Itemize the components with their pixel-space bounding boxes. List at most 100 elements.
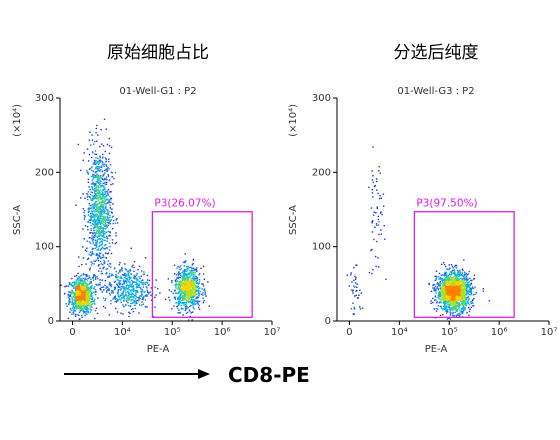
data-point xyxy=(432,297,434,300)
data-point xyxy=(454,281,456,283)
data-point xyxy=(185,284,187,287)
data-point xyxy=(192,274,194,277)
data-point xyxy=(94,193,97,195)
data-point xyxy=(86,226,89,228)
data-point xyxy=(183,271,185,273)
data-point xyxy=(440,286,443,289)
data-point xyxy=(128,289,130,291)
data-point xyxy=(446,305,448,307)
data-point xyxy=(139,295,141,297)
data-point xyxy=(180,302,182,304)
data-point xyxy=(138,298,140,300)
data-point xyxy=(77,314,79,316)
data-point xyxy=(185,296,187,299)
data-point xyxy=(87,208,90,210)
data-point xyxy=(443,279,445,281)
data-point xyxy=(461,274,463,276)
gate-p3[interactable] xyxy=(151,211,253,318)
data-point xyxy=(75,204,77,206)
data-point xyxy=(107,219,109,222)
data-point xyxy=(135,292,137,294)
data-point xyxy=(99,222,102,224)
data-point xyxy=(129,277,131,280)
data-point xyxy=(444,299,447,301)
data-point xyxy=(85,304,87,307)
data-point xyxy=(450,295,453,297)
data-point xyxy=(92,227,95,229)
data-point xyxy=(79,297,81,299)
data-point xyxy=(105,212,107,215)
data-point xyxy=(373,185,376,188)
data-point xyxy=(99,288,102,291)
data-point xyxy=(72,287,75,289)
data-point xyxy=(97,211,99,214)
data-point xyxy=(97,270,100,272)
data-point xyxy=(109,199,112,201)
data-point xyxy=(99,214,102,217)
data-point xyxy=(95,232,97,235)
data-point xyxy=(458,308,460,310)
data-point xyxy=(77,143,80,146)
data-point xyxy=(447,275,449,277)
data-point xyxy=(192,296,195,298)
data-point xyxy=(110,171,113,174)
data-point xyxy=(83,152,85,154)
data-point xyxy=(144,290,146,293)
data-point xyxy=(112,292,114,294)
data-point xyxy=(449,275,452,278)
data-point xyxy=(200,293,203,295)
data-point xyxy=(87,286,90,289)
data-point xyxy=(372,174,374,177)
data-point xyxy=(90,290,92,293)
data-point xyxy=(440,295,442,297)
data-point xyxy=(185,305,187,308)
data-point xyxy=(101,227,103,229)
data-point xyxy=(128,271,130,273)
data-point xyxy=(102,156,104,158)
data-point xyxy=(135,296,137,298)
data-point xyxy=(203,285,205,287)
data-point xyxy=(104,197,106,199)
data-point xyxy=(142,296,144,299)
data-point xyxy=(185,308,187,311)
data-point xyxy=(183,301,186,304)
data-point xyxy=(83,310,85,312)
data-point xyxy=(71,307,74,309)
data-point xyxy=(90,214,93,217)
data-point xyxy=(468,270,470,273)
data-point xyxy=(106,215,109,218)
data-point xyxy=(132,281,134,284)
data-point xyxy=(138,296,140,299)
data-point xyxy=(444,300,446,303)
data-point xyxy=(155,279,157,281)
data-point xyxy=(462,312,464,314)
data-point xyxy=(68,300,70,302)
data-point xyxy=(123,282,125,285)
data-point xyxy=(468,281,471,283)
x-tick-label: 0 xyxy=(69,327,75,338)
data-point xyxy=(101,178,103,180)
data-point xyxy=(97,215,99,217)
data-point xyxy=(452,267,454,269)
data-point xyxy=(96,312,99,315)
scatter-panel-original: 原始细胞占比 01-Well-G1 : P2 (×10⁴) SSC-A PE-A… xyxy=(12,43,280,355)
data-point xyxy=(461,280,464,282)
data-point xyxy=(440,307,443,309)
data-point xyxy=(184,261,186,264)
data-point xyxy=(101,243,103,246)
data-point xyxy=(193,295,195,298)
data-point xyxy=(110,201,112,204)
data-point xyxy=(119,295,121,297)
data-point xyxy=(101,279,104,281)
data-point xyxy=(89,303,92,305)
data-point xyxy=(118,298,121,300)
data-point xyxy=(471,286,474,288)
data-point xyxy=(190,281,192,283)
data-point xyxy=(445,284,448,287)
data-point xyxy=(433,288,435,290)
data-point xyxy=(444,293,447,296)
data-point xyxy=(100,244,102,246)
data-point xyxy=(188,309,190,311)
data-point xyxy=(93,227,96,229)
data-point xyxy=(115,235,117,237)
